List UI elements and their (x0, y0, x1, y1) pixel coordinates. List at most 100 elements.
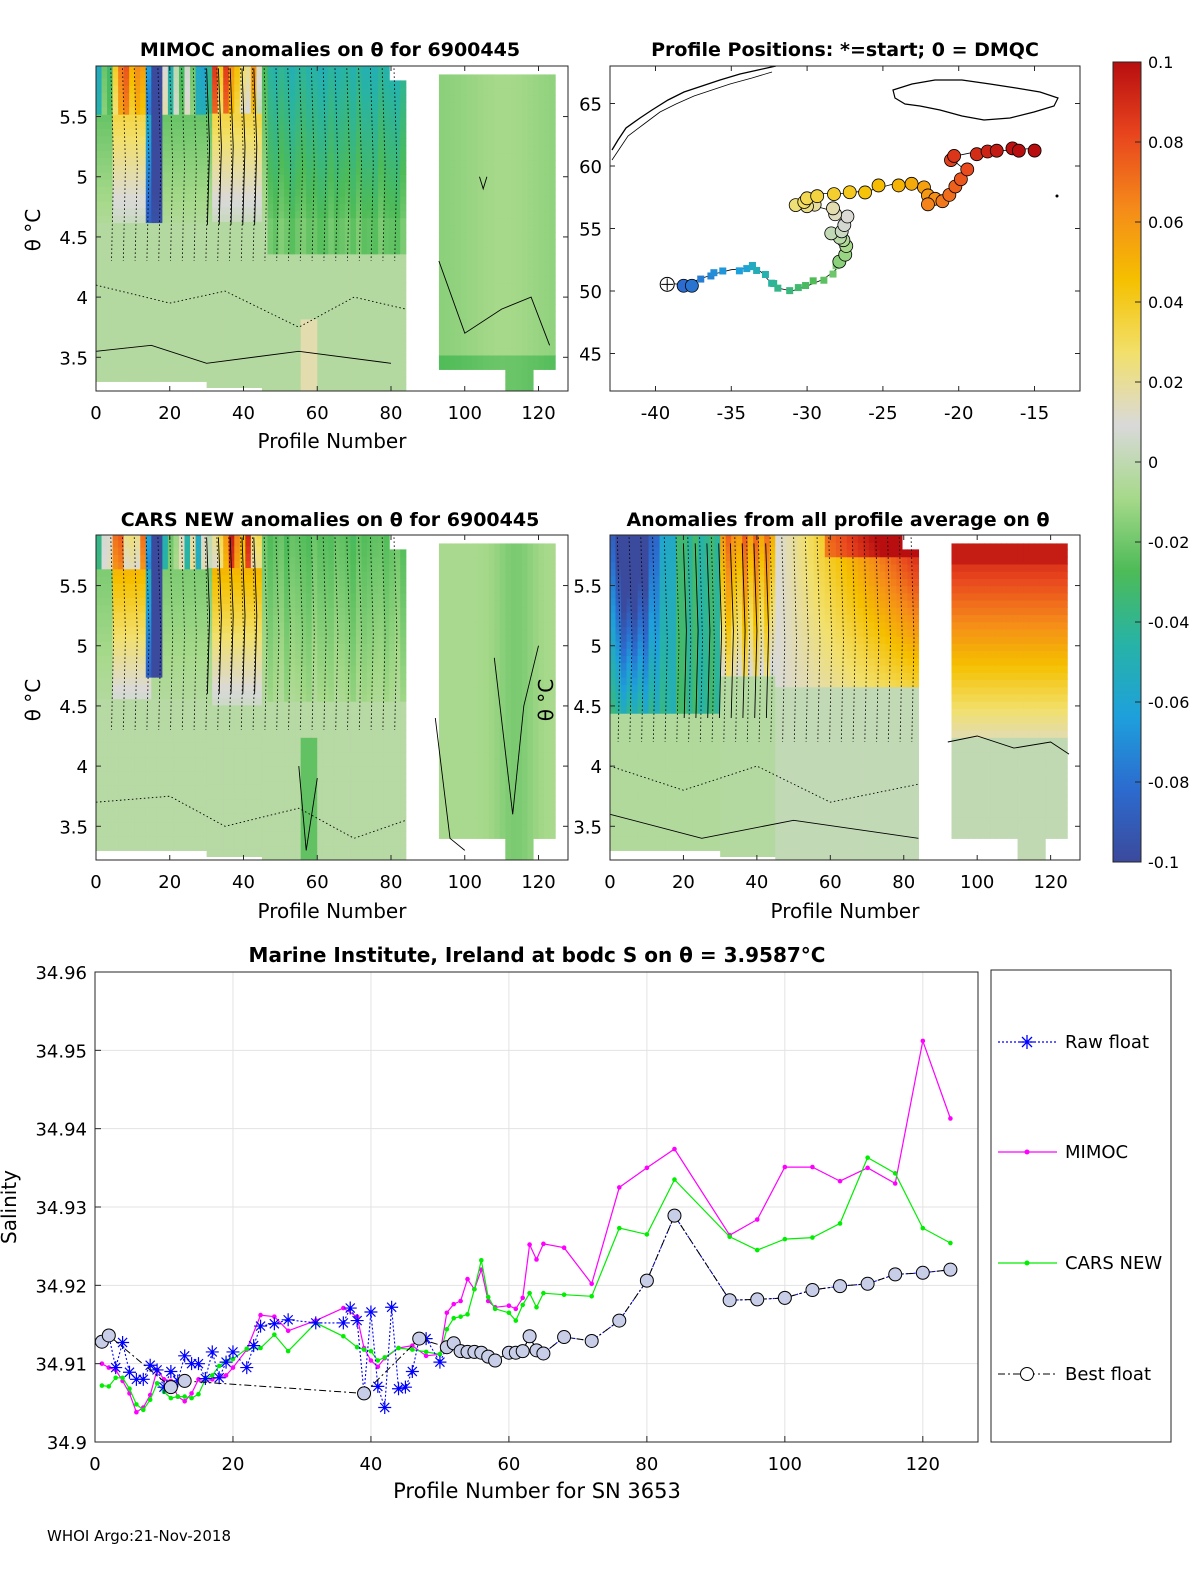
field-cell (477, 246, 484, 255)
field-cell (256, 149, 263, 157)
field-cell (256, 69, 263, 78)
field-cell (367, 354, 374, 363)
field-cell (107, 612, 114, 620)
field-cell (162, 78, 169, 86)
field-cell (156, 619, 163, 628)
field-cell (134, 352, 141, 361)
field-cell (123, 294, 130, 303)
field-cell (190, 171, 197, 180)
field-cell (167, 807, 175, 815)
field-cell (151, 734, 158, 743)
field-cell (267, 210, 274, 219)
field-cell (378, 73, 385, 82)
field-cell (461, 80, 468, 89)
field-cell (516, 253, 523, 262)
field-cell (107, 208, 114, 216)
field-cell (234, 711, 241, 720)
field-cell (317, 210, 324, 219)
field-cell (217, 769, 224, 778)
field-cell (234, 185, 241, 193)
field-cell (450, 354, 457, 363)
field-cell (212, 192, 219, 201)
field-cell (145, 835, 152, 844)
field-cell (217, 271, 224, 280)
field-cell (355, 138, 363, 147)
field-cell (378, 87, 385, 96)
field-cell (250, 344, 258, 352)
field-cell (190, 121, 197, 130)
field-cell (217, 91, 224, 100)
field-cell (499, 326, 506, 334)
field-cell (234, 170, 241, 179)
field-cell (333, 138, 340, 147)
field-cell (167, 352, 175, 361)
field-cell (532, 347, 540, 356)
field-cell (195, 713, 202, 721)
field-cell (466, 282, 473, 291)
field-cell (378, 131, 385, 139)
field-cell (134, 604, 141, 613)
field-cell (173, 301, 180, 310)
field-cell (306, 376, 313, 385)
field-cell (228, 538, 235, 547)
field-cell (234, 66, 241, 71)
field-cell (217, 351, 224, 360)
field-cell (284, 188, 291, 197)
field-cell (234, 351, 241, 360)
field-cell (494, 196, 501, 204)
field-cell (96, 114, 103, 122)
field-cell (167, 713, 175, 721)
field-cell (532, 167, 540, 175)
field-cell (206, 307, 213, 316)
field-cell (544, 188, 551, 197)
field-cell (344, 203, 352, 212)
field-cell (516, 275, 523, 284)
field-cell (217, 618, 224, 626)
field-cell (261, 737, 269, 746)
field-cell (190, 186, 197, 195)
field-cell (322, 275, 329, 284)
field-cell (134, 309, 141, 317)
field-cell (544, 275, 551, 284)
field-cell (250, 91, 258, 100)
field-cell (239, 163, 246, 172)
field-cell (96, 294, 103, 303)
field-cell (516, 217, 523, 226)
field-cell (217, 344, 224, 352)
field-cell (217, 105, 224, 114)
field-cell (173, 265, 180, 274)
field-cell (367, 239, 374, 248)
field-cell (239, 257, 246, 266)
field-cell (140, 345, 147, 354)
field-cell (250, 535, 258, 540)
field-cell (450, 282, 457, 291)
field-cell (223, 632, 230, 641)
field-cell (300, 203, 307, 212)
field-cell (389, 304, 396, 313)
field-cell (223, 242, 230, 251)
field-cell (394, 268, 401, 277)
field-cell (156, 814, 163, 823)
field-cell (195, 106, 202, 115)
field-cell (134, 684, 141, 693)
field-cell (206, 76, 213, 85)
field-cell (184, 150, 191, 159)
field-cell (466, 138, 473, 147)
field-cell (173, 85, 180, 94)
field-cell (167, 843, 175, 851)
field-cell (167, 742, 175, 750)
field-cell (461, 340, 468, 349)
field-cell (239, 762, 246, 771)
field-cell (383, 275, 390, 284)
field-cell (284, 376, 291, 385)
field-cell (201, 662, 208, 671)
field-cell (461, 145, 468, 154)
field-cell (322, 268, 329, 277)
field-cell (112, 92, 119, 101)
field-cell (195, 640, 202, 649)
field-cell (389, 138, 396, 147)
field-cell (273, 289, 280, 298)
field-cell (300, 174, 307, 183)
field-cell (361, 326, 368, 334)
field-cell (322, 333, 329, 342)
